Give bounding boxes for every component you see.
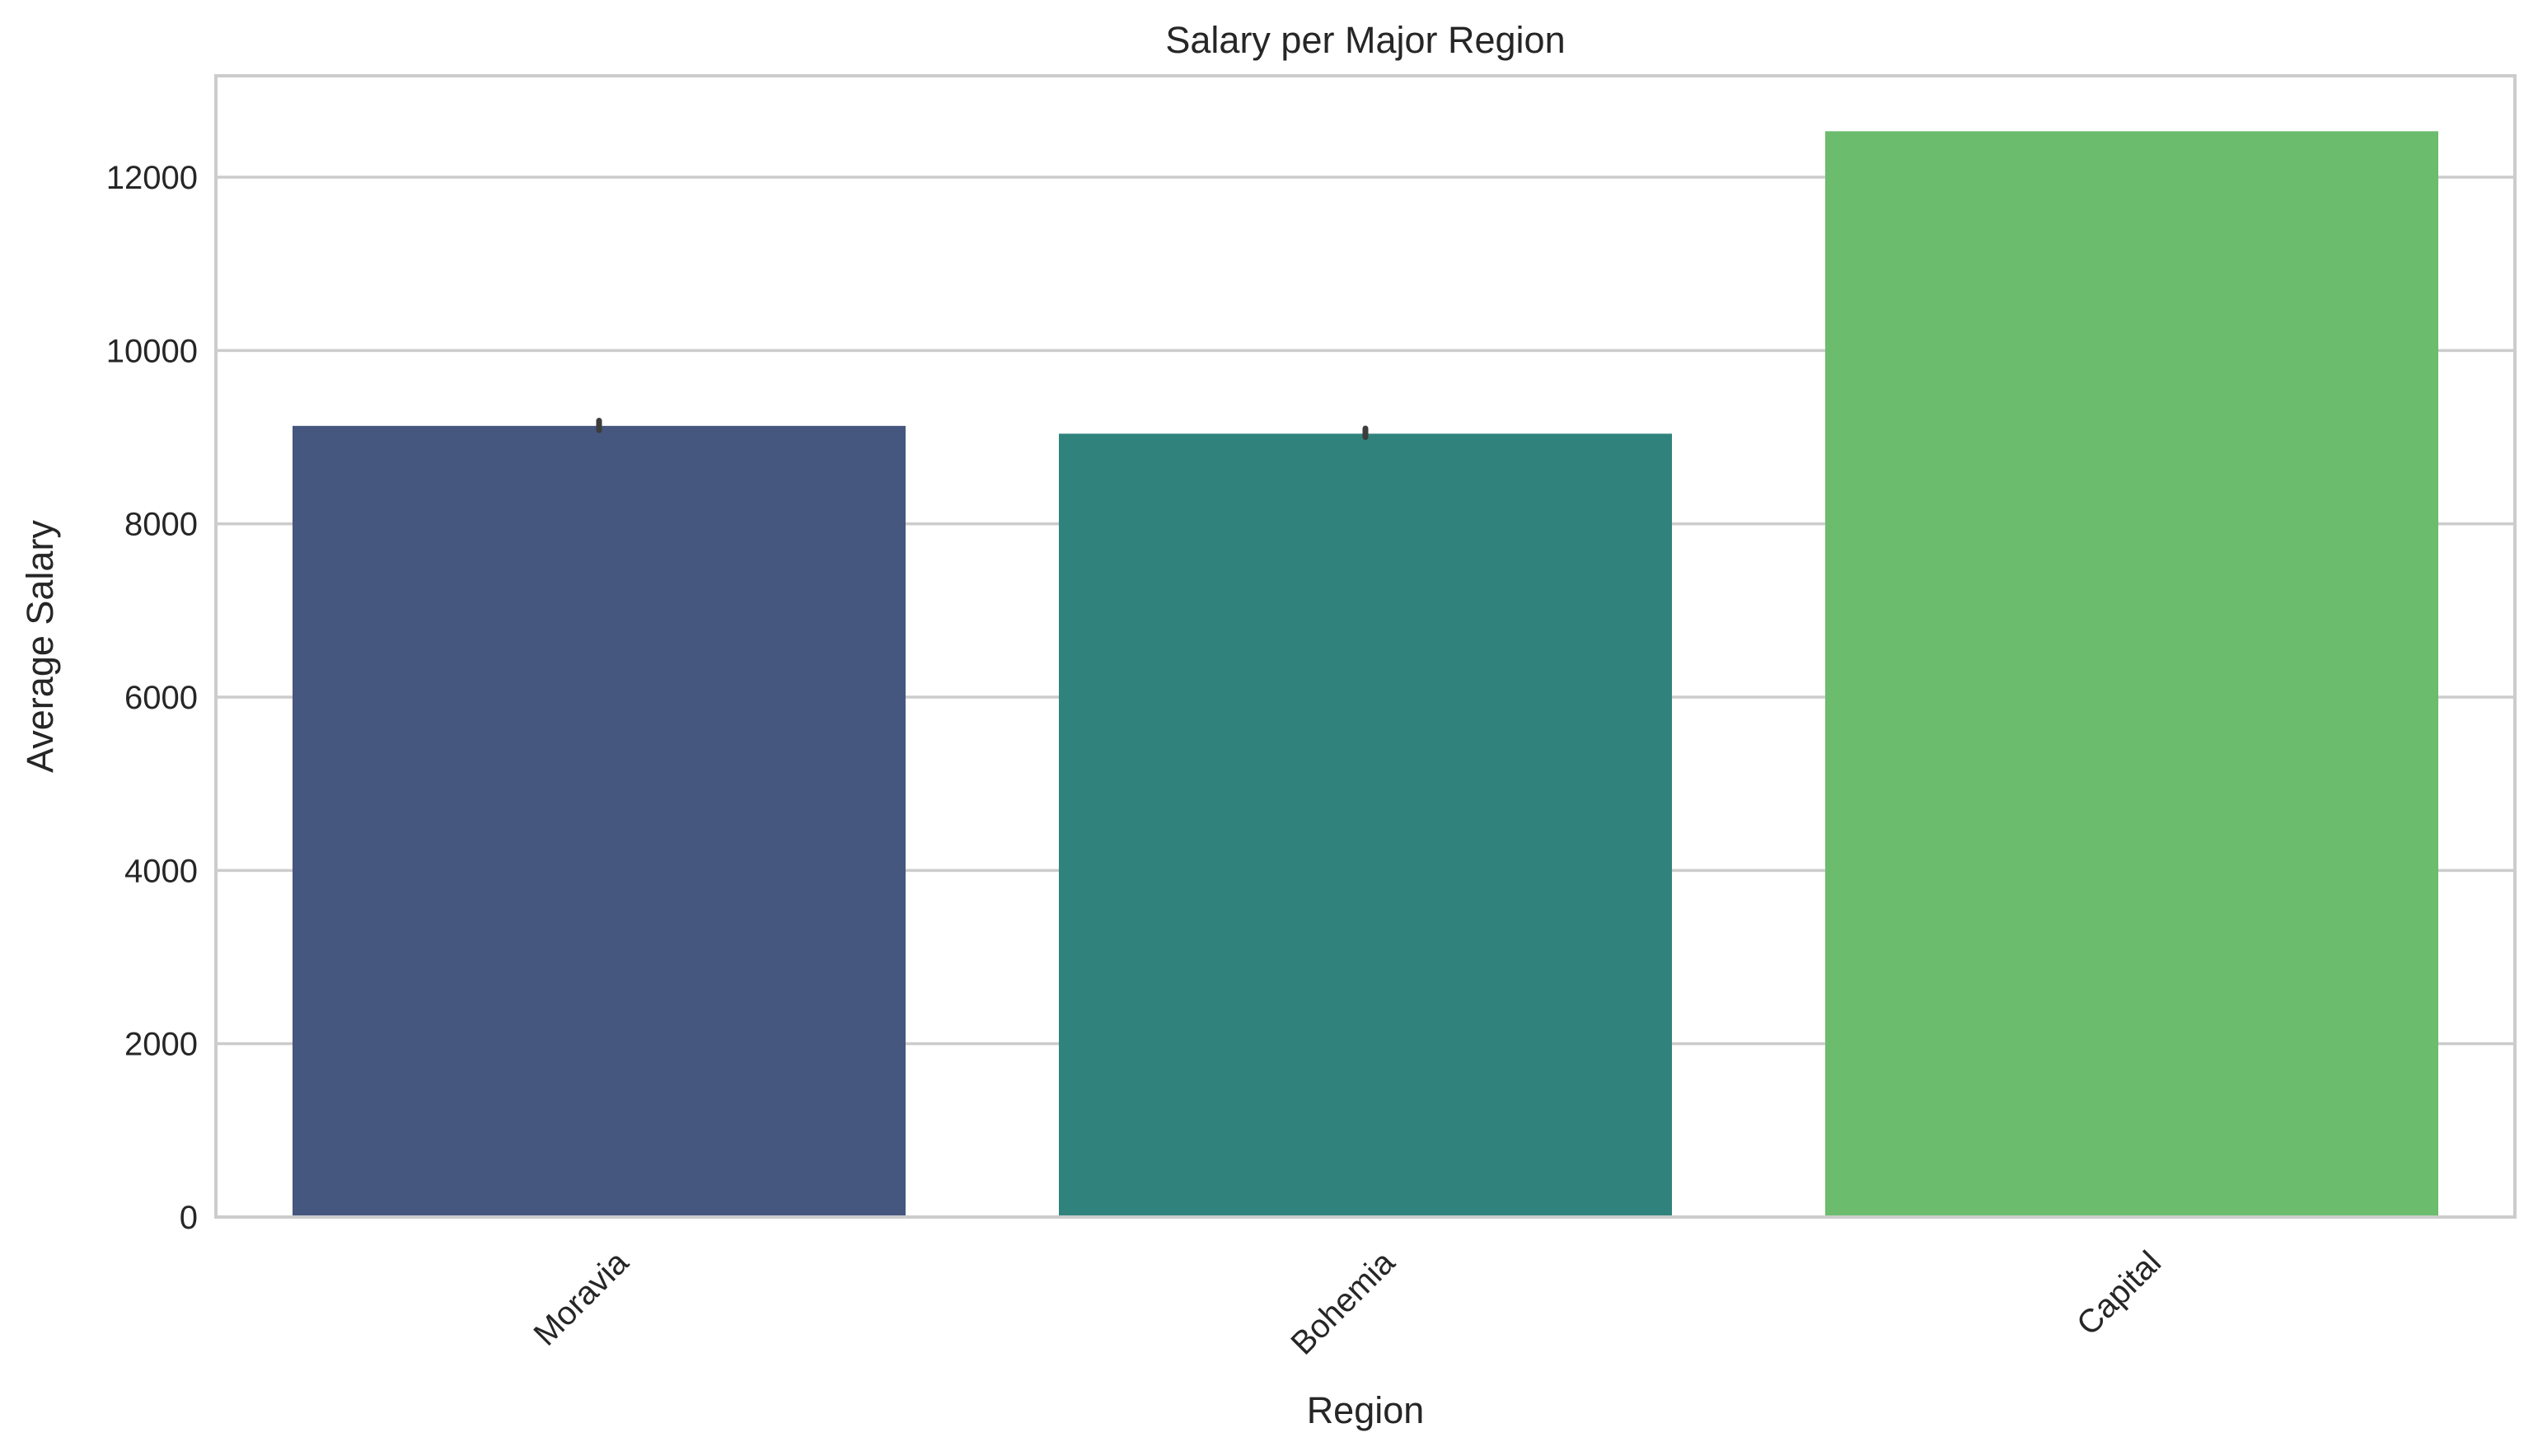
y-tick-label: 2000	[124, 1027, 198, 1063]
chart-title: Salary per Major Region	[1165, 19, 1565, 61]
y-tick-label: 8000	[124, 507, 198, 543]
plot-frame	[214, 74, 2517, 1219]
y-tick-label: 0	[180, 1200, 198, 1236]
x-axis-label: Region	[1307, 1389, 1425, 1431]
y-tick-label: 12000	[106, 160, 198, 196]
y-tick-label: 4000	[124, 853, 198, 889]
y-axis-label: Average Salary	[19, 520, 61, 773]
bar-moravia	[293, 425, 906, 1217]
bars	[293, 131, 2438, 1218]
y-tick-labels: 0 2000 4000 6000 8000 10000 12000	[106, 160, 198, 1236]
y-tick-label: 10000	[106, 333, 198, 369]
y-tick-label: 6000	[124, 680, 198, 716]
bar-bohemia	[1059, 433, 1672, 1217]
error-bars	[596, 418, 1369, 441]
bar-capital	[1825, 131, 2438, 1218]
